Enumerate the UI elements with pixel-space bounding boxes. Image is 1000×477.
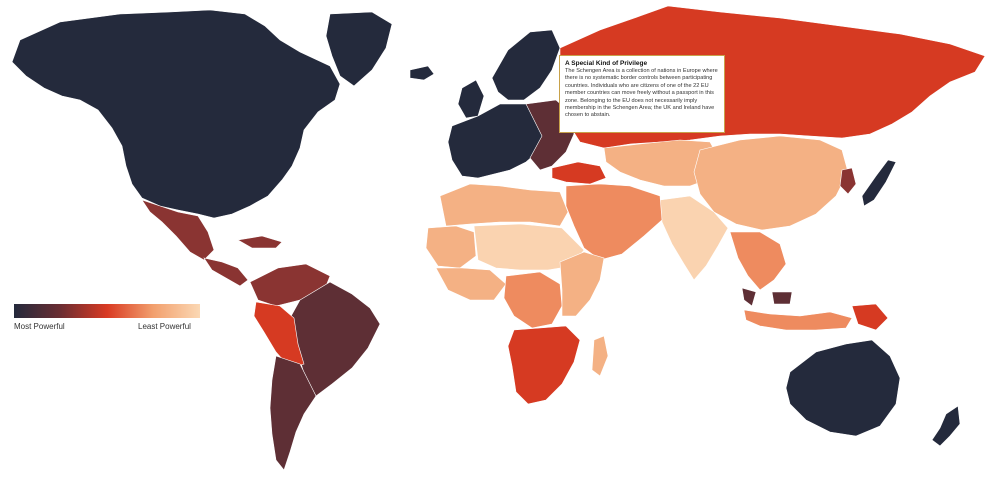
region-iceland (409, 65, 435, 81)
region-malaysia (741, 287, 793, 307)
region-north-america (11, 9, 341, 219)
region-uk-ireland (457, 79, 485, 119)
region-central-africa (503, 271, 563, 329)
info-box-body: The Schengen Area is a collection of nat… (565, 68, 718, 119)
region-greenland (325, 11, 393, 87)
region-korea (839, 167, 857, 195)
region-mexico (141, 199, 215, 261)
region-western-europe (447, 103, 549, 179)
region-north-africa (439, 183, 569, 227)
legend-gradient-bar (14, 304, 200, 318)
region-caribbean (237, 235, 283, 249)
region-new-zealand (931, 405, 961, 447)
region-sahara-west (425, 225, 477, 269)
region-middle-east (565, 183, 663, 261)
region-east-africa (559, 251, 605, 317)
region-sahel (473, 223, 585, 271)
region-japan (861, 159, 897, 207)
region-indonesia (743, 309, 853, 331)
info-box-title: A Special Kind of Privilege (565, 60, 648, 67)
region-australia (785, 339, 901, 437)
legend-min-label: Most Powerful (14, 322, 65, 331)
region-southern-cone (269, 355, 317, 471)
region-west-africa (435, 267, 507, 301)
region-southeast-asia (729, 231, 787, 291)
legend-max-label: Least Powerful (138, 322, 191, 331)
region-turkey (551, 161, 607, 185)
region-central-america (203, 257, 249, 287)
region-madagascar (591, 335, 609, 377)
region-china (693, 135, 849, 231)
region-papua (851, 303, 889, 331)
region-scandinavia (491, 29, 561, 101)
region-southern-africa (507, 325, 581, 405)
region-india (659, 195, 729, 281)
info-box: A Special Kind of Privilege The Schengen… (559, 55, 725, 133)
